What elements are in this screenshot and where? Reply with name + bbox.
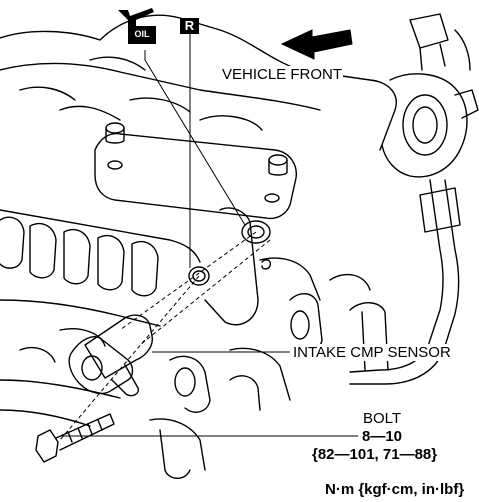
engine-head-ridges bbox=[19, 86, 191, 121]
flange bbox=[94, 132, 297, 220]
leader-oil bbox=[144, 50, 246, 226]
o-ring bbox=[188, 266, 210, 286]
assembly-line-1 bbox=[119, 231, 257, 331]
pump-housing bbox=[381, 73, 468, 178]
oil-badge: OIL bbox=[134, 29, 150, 39]
bore-1 bbox=[0, 216, 25, 269]
oil-can-icon bbox=[118, 8, 156, 44]
bore-4 bbox=[97, 234, 125, 291]
intake-cmp-sensor-shape bbox=[68, 314, 153, 397]
engine-head-top-edge bbox=[0, 62, 321, 111]
vehicle-front-label: VEHICLE FRONT bbox=[221, 66, 344, 83]
assembly-line-2 bbox=[139, 239, 271, 346]
torque-nm-label: 8—10 bbox=[361, 428, 404, 445]
hose-lower bbox=[349, 302, 389, 371]
hose-connector bbox=[419, 187, 461, 233]
intake-cmp-sensor-label: INTAKE CMP SENSOR bbox=[292, 344, 452, 361]
bore-3 bbox=[63, 228, 91, 285]
vehicle-front-arrow bbox=[280, 29, 353, 60]
assembly-line-3 bbox=[59, 275, 200, 441]
sensor-boss bbox=[204, 207, 259, 326]
o-ring-seat bbox=[241, 220, 271, 244]
torque-alt-label: {82—101, 71—88} bbox=[311, 446, 439, 463]
units-label: N·m {kgf·cm, in·lbf} bbox=[324, 481, 466, 498]
connector-top bbox=[409, 13, 449, 49]
replace-badge: R bbox=[180, 18, 199, 34]
hose-right bbox=[349, 179, 444, 373]
bolt-label: BOLT bbox=[362, 410, 403, 427]
bore-5 bbox=[131, 240, 159, 297]
bolt-shape bbox=[35, 413, 115, 463]
bore-2 bbox=[29, 222, 57, 279]
